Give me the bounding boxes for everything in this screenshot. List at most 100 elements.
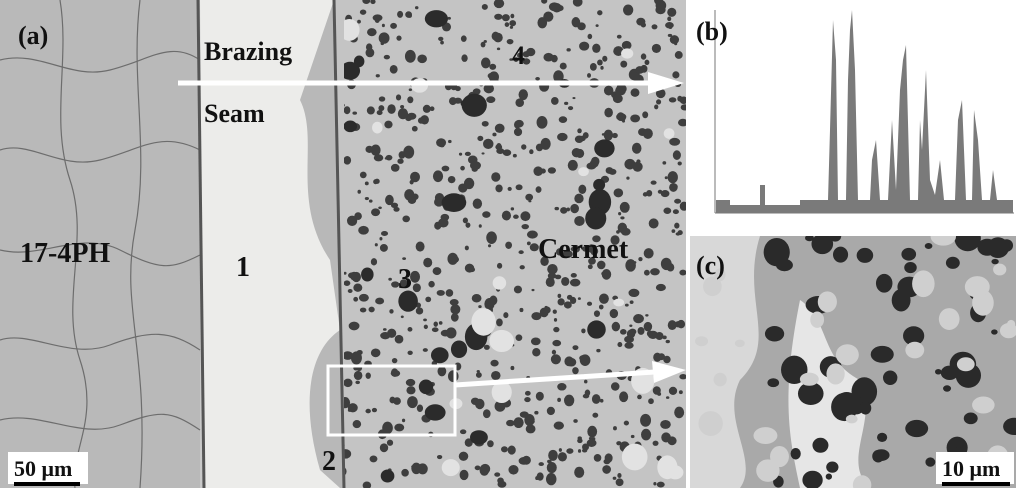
- particle: [536, 144, 543, 152]
- particle: [440, 41, 444, 45]
- particle: [873, 449, 889, 461]
- particle: [490, 360, 498, 367]
- particle: [442, 166, 450, 172]
- particle: [377, 110, 383, 115]
- particle: [379, 32, 390, 43]
- particle: [360, 10, 366, 15]
- particle: [630, 115, 640, 123]
- particle: [366, 372, 371, 378]
- particle: [522, 456, 531, 465]
- particle: [434, 222, 441, 230]
- particle: [578, 297, 581, 300]
- particle: [514, 128, 522, 136]
- particle: [669, 138, 680, 146]
- particle: [425, 297, 431, 303]
- particle: [579, 42, 589, 51]
- particle: [493, 33, 502, 43]
- particle: [648, 398, 654, 404]
- particle: [371, 258, 377, 265]
- particle: [665, 22, 674, 28]
- particle: [484, 345, 490, 350]
- particle: [486, 231, 497, 244]
- point-label: 4: [512, 41, 525, 70]
- particle: [357, 20, 361, 24]
- particle: [442, 193, 467, 212]
- particle: [494, 472, 500, 476]
- particle: [488, 96, 494, 102]
- particle: [905, 342, 924, 359]
- particle: [680, 413, 683, 416]
- particle: [483, 409, 491, 418]
- particle: [585, 389, 591, 396]
- particle: [407, 396, 418, 408]
- particle: [619, 391, 628, 402]
- particle: [537, 17, 547, 28]
- particle: [448, 140, 452, 143]
- particle: [482, 121, 489, 127]
- particle: [664, 128, 675, 139]
- particle: [388, 278, 392, 281]
- particle: [714, 373, 727, 387]
- particle: [391, 164, 400, 172]
- particle: [372, 122, 382, 134]
- particle: [826, 363, 844, 384]
- particle: [561, 277, 569, 286]
- particle: [592, 44, 600, 53]
- particle: [417, 404, 423, 411]
- particle: [678, 119, 688, 127]
- particle: [495, 124, 505, 133]
- particle: [385, 157, 388, 160]
- particle: [508, 465, 518, 475]
- particle: [353, 284, 362, 292]
- particle: [805, 235, 814, 242]
- particle: [451, 313, 459, 322]
- particle: [753, 427, 777, 444]
- particle: [640, 414, 651, 427]
- particle: [943, 385, 951, 391]
- particle: [826, 462, 838, 473]
- particle: [695, 336, 708, 346]
- particle: [446, 289, 454, 297]
- particle: [551, 354, 561, 364]
- particle: [463, 218, 468, 224]
- particle: [392, 358, 398, 363]
- particle: [479, 224, 482, 228]
- particle: [464, 178, 474, 189]
- particle: [636, 159, 640, 163]
- particle: [574, 216, 584, 226]
- particle: [357, 350, 363, 355]
- particle: [656, 99, 661, 104]
- particle: [583, 132, 589, 138]
- particle: [525, 391, 531, 396]
- particle: [361, 267, 374, 281]
- particle: [591, 157, 599, 166]
- particle: [516, 184, 523, 190]
- particle: [846, 415, 858, 424]
- particle: [527, 231, 538, 239]
- particle: [670, 35, 679, 44]
- particle: [520, 211, 530, 221]
- particle: [348, 289, 353, 293]
- particle: [665, 176, 668, 179]
- particle: [579, 355, 587, 361]
- particle: [572, 97, 575, 99]
- particle: [393, 397, 401, 405]
- particle: [677, 320, 685, 329]
- particle: [658, 190, 663, 194]
- particle: [572, 148, 581, 157]
- particle: [578, 449, 581, 453]
- particle: [535, 77, 540, 81]
- particle: [501, 446, 508, 452]
- particle: [676, 410, 680, 415]
- particle: [610, 309, 618, 318]
- particle: [491, 172, 500, 181]
- particle: [380, 443, 388, 452]
- particle: [478, 305, 481, 308]
- particle: [370, 455, 378, 462]
- particle: [350, 272, 358, 281]
- particle: [791, 448, 801, 459]
- particle: [624, 342, 633, 349]
- particle: [594, 139, 614, 157]
- particle: [423, 348, 428, 352]
- particle: [401, 316, 404, 319]
